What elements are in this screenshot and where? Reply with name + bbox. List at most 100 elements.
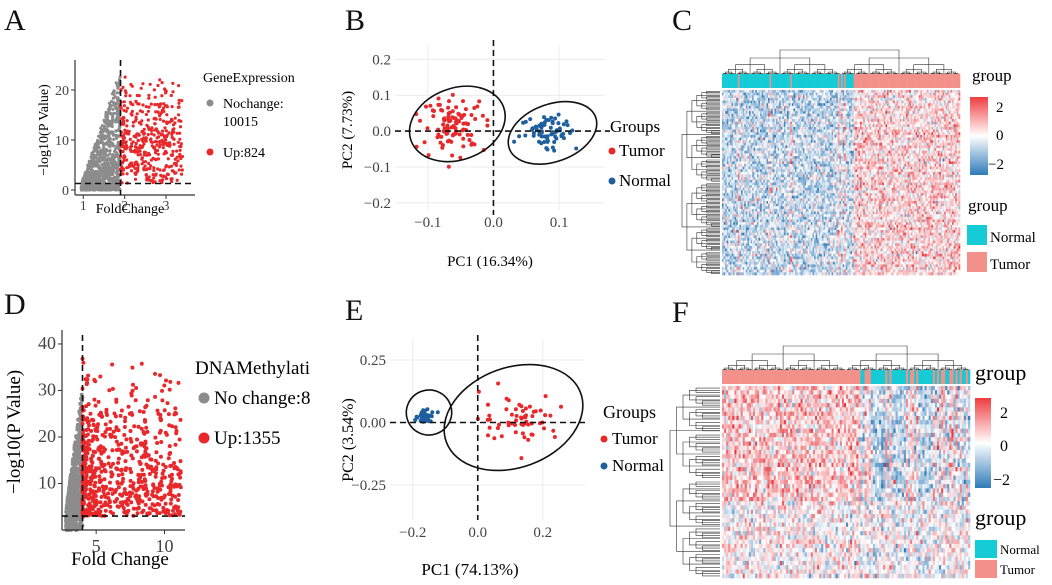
point-a-up bbox=[146, 109, 150, 113]
point-a-up bbox=[129, 145, 133, 149]
point-a-nochange bbox=[84, 171, 88, 175]
point-b-normal bbox=[539, 134, 544, 139]
point-a-nochange bbox=[107, 135, 111, 139]
point-a-nochange bbox=[111, 107, 115, 111]
point-b-normal bbox=[561, 131, 566, 136]
point-a-up bbox=[144, 136, 148, 140]
point-a-up bbox=[173, 116, 177, 120]
point-a-nochange bbox=[116, 120, 120, 124]
point-a-up bbox=[134, 99, 138, 103]
point-a-up bbox=[158, 117, 162, 121]
point-b-tumor bbox=[450, 109, 455, 114]
point-b-tumor bbox=[446, 164, 451, 169]
point-a-up bbox=[178, 125, 183, 129]
panel-b-ellipses bbox=[408, 85, 598, 165]
point-a-up bbox=[171, 81, 175, 85]
point-a-nochange bbox=[108, 107, 112, 111]
panel-b: B −0.1 0.0 0.1−0.2−0.10.00.10.2 PC1 (16.34… bbox=[340, 4, 671, 270]
point-a-up bbox=[177, 168, 181, 172]
point-a-up bbox=[175, 131, 179, 135]
point-a-up bbox=[128, 137, 132, 141]
heatmap-cell-c bbox=[958, 95, 961, 99]
point-a-up bbox=[149, 137, 153, 141]
point-a-nochange bbox=[100, 188, 104, 192]
point-b-tumor bbox=[465, 132, 470, 137]
point-a-nochange bbox=[98, 136, 102, 140]
point-a-up bbox=[144, 105, 148, 109]
point-a-up bbox=[144, 112, 148, 117]
heatmap-cell-c bbox=[958, 134, 961, 138]
point-a-nochange bbox=[100, 130, 105, 134]
heatmap-cell-c bbox=[958, 129, 961, 133]
point-a-up bbox=[147, 105, 151, 109]
point-a-up bbox=[176, 140, 180, 144]
point-a-nochange bbox=[95, 159, 99, 163]
panel-b-legend-tumor-marker bbox=[608, 147, 616, 155]
panel-a-legend-nochange: Nochange: bbox=[223, 97, 284, 112]
point-a-up bbox=[137, 94, 141, 98]
point-a-nochange bbox=[98, 184, 102, 189]
point-a-up bbox=[156, 110, 160, 114]
point-a-nochange bbox=[116, 168, 120, 172]
point-a-up bbox=[129, 82, 133, 87]
point-a-up bbox=[171, 90, 175, 94]
point-a-nochange bbox=[102, 145, 106, 149]
panel-a-legend-up: Up:824 bbox=[223, 146, 265, 161]
point-a-up bbox=[134, 172, 138, 176]
point-b-tumor bbox=[467, 138, 472, 142]
heatmap-cell-c bbox=[958, 124, 961, 128]
point-a-up bbox=[161, 129, 165, 133]
point-a-nochange bbox=[84, 177, 89, 181]
point-a-nochange bbox=[112, 153, 116, 157]
point-a-nochange bbox=[107, 173, 111, 177]
point-a-up bbox=[153, 95, 157, 99]
point-a-nochange bbox=[94, 143, 98, 147]
point-a-nochange bbox=[101, 148, 105, 152]
point-b-tumor bbox=[450, 92, 455, 97]
point-a-up bbox=[146, 132, 150, 137]
point-a-up bbox=[137, 121, 141, 125]
point-a-up bbox=[131, 140, 135, 144]
heatmap-cell-c bbox=[958, 108, 961, 112]
panel-b-x-label: PC1 (16.34%) bbox=[447, 254, 533, 270]
point-a-nochange bbox=[116, 172, 120, 176]
point-a-nochange bbox=[111, 144, 116, 148]
point-a-up bbox=[122, 104, 126, 108]
point-b-tumor bbox=[436, 96, 441, 101]
point-b-tumor bbox=[454, 105, 459, 110]
point-b-normal bbox=[512, 139, 517, 144]
point-a-nochange bbox=[108, 103, 112, 107]
point-a-nochange bbox=[90, 152, 94, 157]
point-a-up bbox=[169, 177, 173, 181]
heatmap-cell-c bbox=[958, 100, 961, 104]
point-a-nochange bbox=[116, 84, 120, 88]
heatmap-cell-c bbox=[958, 97, 961, 101]
point-b-tumor bbox=[456, 111, 461, 116]
point-a-nochange bbox=[112, 92, 116, 96]
panel-a-x-label: FoldChange bbox=[96, 202, 164, 217]
point-a-up bbox=[121, 119, 126, 123]
y-tick-label-b: 0.1 bbox=[372, 88, 391, 104]
y-tick-label-a: 20 bbox=[55, 84, 69, 99]
point-a-nochange bbox=[112, 176, 116, 180]
point-b-tumor bbox=[477, 99, 482, 104]
point-a-nochange bbox=[86, 187, 91, 191]
point-a-up bbox=[164, 120, 169, 124]
panel-label-a: A bbox=[4, 4, 26, 37]
point-b-normal bbox=[545, 147, 550, 152]
point-a-up bbox=[129, 112, 133, 116]
panel-label-b: B bbox=[345, 4, 365, 37]
point-b-normal bbox=[545, 139, 550, 144]
point-a-up bbox=[121, 115, 125, 120]
x-tick-label-b: −0.1 bbox=[414, 215, 441, 231]
panel-a-points bbox=[79, 75, 184, 192]
panel-label-c: C bbox=[672, 4, 692, 37]
point-a-up bbox=[133, 135, 138, 139]
point-a-up bbox=[125, 106, 130, 110]
point-a-up bbox=[156, 83, 160, 88]
point-a-up bbox=[178, 148, 182, 152]
point-a-nochange bbox=[94, 175, 98, 179]
point-a-up bbox=[161, 146, 165, 150]
point-a-nochange bbox=[102, 167, 106, 171]
point-b-tumor bbox=[458, 155, 463, 160]
